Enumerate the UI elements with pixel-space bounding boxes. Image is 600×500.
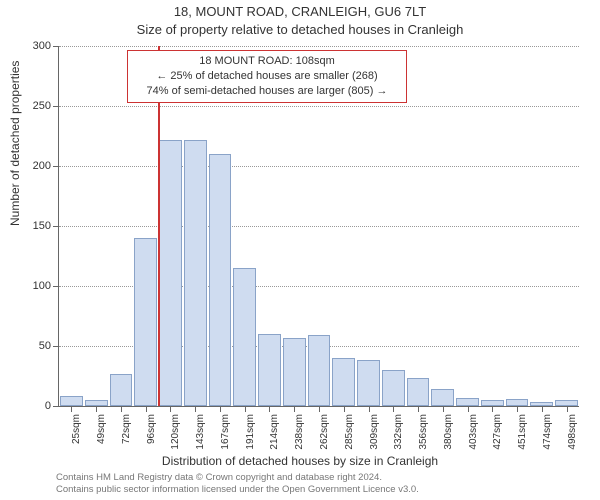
x-tick-label: 214sqm — [269, 414, 280, 454]
x-tick-label: 96sqm — [146, 414, 157, 454]
x-tick — [517, 406, 518, 412]
chart-container: 18, MOUNT ROAD, CRANLEIGH, GU6 7LT Size … — [0, 0, 600, 500]
histogram-bar — [233, 268, 256, 406]
attribution-line-1: Contains HM Land Registry data © Crown c… — [56, 472, 590, 484]
x-tick-label: 332sqm — [393, 414, 404, 454]
y-tick-label: 100 — [33, 280, 51, 292]
annotation-line-3: 74% of semi-detached houses are larger (… — [134, 84, 400, 99]
x-tick — [492, 406, 493, 412]
x-tick-label: 309sqm — [369, 414, 380, 454]
x-tick — [443, 406, 444, 412]
x-tick — [344, 406, 345, 412]
x-tick — [269, 406, 270, 412]
y-tick — [53, 106, 59, 107]
x-tick-label: 238sqm — [294, 414, 305, 454]
x-tick — [418, 406, 419, 412]
x-tick-label: 474sqm — [542, 414, 553, 454]
x-tick-label: 72sqm — [121, 414, 132, 454]
histogram-bar — [110, 374, 133, 406]
y-tick-label: 50 — [39, 340, 51, 352]
x-tick-label: 49sqm — [96, 414, 107, 454]
x-tick-label: 143sqm — [195, 414, 206, 454]
x-tick — [369, 406, 370, 412]
x-tick-label: 451sqm — [517, 414, 528, 454]
attribution-line-2: Contains public sector information licen… — [56, 484, 590, 496]
gridline — [59, 226, 579, 227]
histogram-bar — [283, 338, 306, 406]
histogram-bar — [209, 154, 232, 406]
histogram-bar — [382, 370, 405, 406]
y-tick — [53, 286, 59, 287]
y-tick — [53, 46, 59, 47]
y-tick-label: 250 — [33, 100, 51, 112]
histogram-bar — [431, 389, 454, 406]
x-tick-label: 120sqm — [170, 414, 181, 454]
attribution-text: Contains HM Land Registry data © Crown c… — [56, 472, 590, 496]
x-tick-label: 356sqm — [418, 414, 429, 454]
gridline — [59, 46, 579, 47]
address-title: 18, MOUNT ROAD, CRANLEIGH, GU6 7LT — [0, 4, 600, 19]
y-tick-label: 150 — [33, 220, 51, 232]
x-tick-label: 498sqm — [567, 414, 578, 454]
gridline — [59, 166, 579, 167]
x-tick — [294, 406, 295, 412]
x-tick — [468, 406, 469, 412]
x-tick-label: 25sqm — [71, 414, 82, 454]
x-tick-label: 167sqm — [220, 414, 231, 454]
y-tick — [53, 406, 59, 407]
x-tick — [71, 406, 72, 412]
y-tick — [53, 346, 59, 347]
histogram-bar — [357, 360, 380, 406]
x-tick — [146, 406, 147, 412]
y-tick-label: 300 — [33, 40, 51, 52]
x-tick-label: 380sqm — [443, 414, 454, 454]
histogram-bar — [60, 396, 83, 406]
annotation-box: 18 MOUNT ROAD: 108sqm← 25% of detached h… — [127, 50, 407, 103]
histogram-bar — [407, 378, 430, 406]
x-tick-label: 191sqm — [245, 414, 256, 454]
x-tick — [96, 406, 97, 412]
y-tick-label: 200 — [33, 160, 51, 172]
histogram-bar — [506, 399, 529, 406]
histogram-bar — [258, 334, 281, 406]
gridline — [59, 106, 579, 107]
x-tick-label: 403sqm — [468, 414, 479, 454]
annotation-line-1: 18 MOUNT ROAD: 108sqm — [134, 54, 400, 69]
x-tick — [245, 406, 246, 412]
histogram-bar — [332, 358, 355, 406]
x-axis-label: Distribution of detached houses by size … — [0, 454, 600, 468]
x-tick — [220, 406, 221, 412]
x-tick — [170, 406, 171, 412]
y-tick — [53, 226, 59, 227]
histogram-bar — [308, 335, 331, 406]
histogram-bar — [159, 140, 182, 406]
x-tick — [567, 406, 568, 412]
x-tick-label: 427sqm — [492, 414, 503, 454]
annotation-line-2: ← 25% of detached houses are smaller (26… — [134, 69, 400, 84]
histogram-bar — [456, 398, 479, 406]
x-tick — [319, 406, 320, 412]
x-tick-label: 262sqm — [319, 414, 330, 454]
x-tick — [121, 406, 122, 412]
y-tick — [53, 166, 59, 167]
x-tick-label: 285sqm — [344, 414, 355, 454]
y-axis-label: Number of detached properties — [8, 61, 22, 226]
x-tick — [393, 406, 394, 412]
x-tick — [542, 406, 543, 412]
chart-subtitle: Size of property relative to detached ho… — [0, 22, 600, 37]
x-tick — [195, 406, 196, 412]
histogram-bar — [184, 140, 207, 406]
y-tick-label: 0 — [45, 400, 51, 412]
plot-area: 05010015020025030025sqm49sqm72sqm96sqm12… — [58, 46, 579, 407]
histogram-bar — [134, 238, 157, 406]
